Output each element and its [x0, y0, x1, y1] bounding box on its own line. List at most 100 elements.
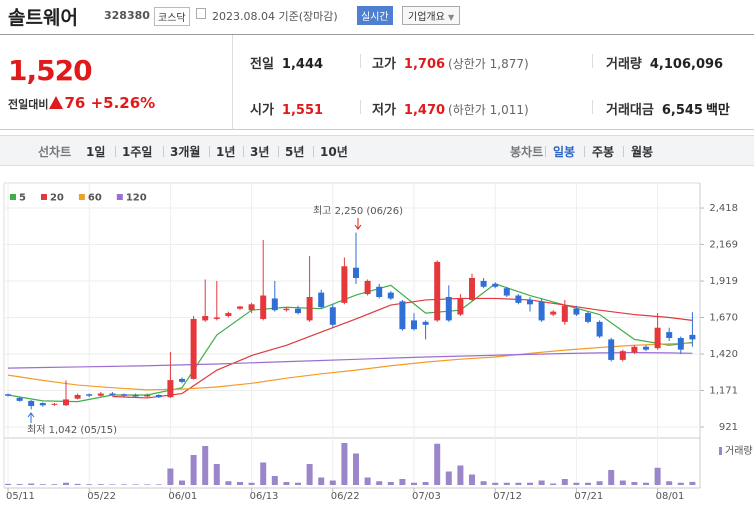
company-overview-button[interactable]: 기업개요 ▼	[402, 6, 461, 25]
separator	[243, 146, 244, 157]
volume-bar	[190, 455, 197, 485]
legend-label: 120	[126, 193, 147, 204]
candle-body	[260, 295, 267, 319]
x-tick-label: 06/13	[250, 491, 279, 502]
separator	[360, 54, 361, 68]
stat-value: 1,470	[403, 103, 446, 118]
y-tick-label: 2,418	[709, 203, 738, 214]
y-tick-label: 1,171	[709, 385, 738, 396]
realtime-button[interactable]: 실시간	[357, 6, 393, 25]
tab[interactable]: 3년	[250, 145, 270, 159]
tab[interactable]: 1년	[216, 145, 236, 159]
separator	[360, 100, 361, 114]
stat-label: 거래대금	[606, 103, 654, 118]
volume-bar	[515, 482, 522, 485]
volume-bar	[237, 482, 243, 485]
label: 기업개요	[408, 12, 445, 23]
y-tick-label: 921	[719, 422, 738, 433]
volume-bar	[5, 483, 11, 485]
ma-line	[7, 351, 693, 369]
tab[interactable]: 일봉	[553, 145, 576, 159]
separator	[545, 146, 546, 157]
candle-body	[248, 304, 255, 311]
legend-label: 20	[50, 193, 64, 204]
tab[interactable]: 월봉	[631, 145, 654, 159]
stat-label: 거래량	[606, 57, 642, 72]
candle-body	[469, 277, 475, 300]
volume-bar	[132, 484, 139, 485]
tab[interactable]: 5년	[285, 145, 305, 159]
candle-body	[364, 280, 371, 295]
candle-body	[283, 308, 290, 311]
volume-bar	[306, 464, 313, 485]
candle-body	[109, 393, 116, 396]
separator	[163, 146, 164, 157]
market-badge: 코스닥	[154, 7, 190, 26]
candle-body	[318, 292, 325, 308]
volume-bar	[469, 474, 475, 485]
candle-body	[654, 327, 661, 349]
separator	[115, 146, 116, 157]
candle-body	[376, 286, 383, 297]
tab[interactable]: 10년	[320, 145, 348, 159]
candle-body	[434, 261, 441, 321]
volume-bar	[248, 482, 255, 485]
volume-label: 거래량	[725, 445, 753, 457]
candle-body	[144, 395, 151, 397]
volume-bar	[16, 484, 23, 485]
y-tick-label: 1,919	[709, 276, 738, 287]
tab[interactable]: 1주일	[122, 145, 153, 159]
volume-bar	[364, 477, 371, 485]
candle-body	[329, 307, 336, 325]
candle-body	[585, 313, 591, 322]
stat-value: 6,545	[661, 103, 703, 118]
volume-bar	[585, 482, 591, 485]
candle-body	[399, 301, 406, 330]
candle-body	[457, 298, 464, 315]
candle-body	[492, 283, 499, 287]
annotation-arrow	[27, 412, 35, 418]
stock-code: 328380	[104, 9, 150, 22]
volume-bar	[434, 443, 441, 485]
candle-body	[213, 317, 220, 319]
candle-body	[573, 308, 580, 315]
candle-body	[538, 301, 545, 321]
candle-body	[527, 299, 533, 305]
candle-body	[503, 288, 510, 296]
separator	[209, 146, 210, 157]
volume-bar	[666, 481, 673, 485]
candle-body	[608, 339, 615, 360]
candle-body	[16, 397, 23, 401]
candle-body	[411, 320, 417, 330]
candle-body	[306, 296, 313, 321]
stat: 고가 1,706 (상한가 1,877)	[372, 53, 529, 72]
tab[interactable]: 3개월	[170, 145, 201, 159]
volume-bar	[213, 464, 220, 485]
calendar-icon	[196, 8, 206, 19]
tab[interactable]: 1일	[86, 145, 106, 159]
candle-body	[179, 378, 185, 382]
candle-body	[121, 394, 127, 396]
candle-body	[190, 318, 197, 379]
change-pct: +5.26%	[90, 94, 156, 112]
volume-bar	[97, 484, 104, 485]
change-value: 76	[64, 94, 86, 112]
candle-body	[550, 311, 557, 315]
candle-body	[74, 395, 81, 399]
volume-bar	[573, 482, 580, 485]
change: 전일대비 76 +5.26%	[8, 94, 155, 112]
stat: 시가 1,551	[250, 99, 323, 118]
candle-body	[97, 393, 104, 396]
volume-bar	[121, 484, 127, 485]
volume-bar	[654, 467, 661, 485]
candle-body	[689, 334, 696, 340]
quote-box	[0, 34, 754, 130]
stat: 거래량 4,106,096	[606, 53, 723, 72]
candle-body	[39, 403, 46, 406]
tab[interactable]: 주봉	[592, 145, 615, 159]
x-tick-label: 08/01	[656, 491, 685, 502]
candle-body	[515, 295, 522, 303]
volume-bar	[295, 482, 301, 485]
separator	[623, 146, 624, 157]
